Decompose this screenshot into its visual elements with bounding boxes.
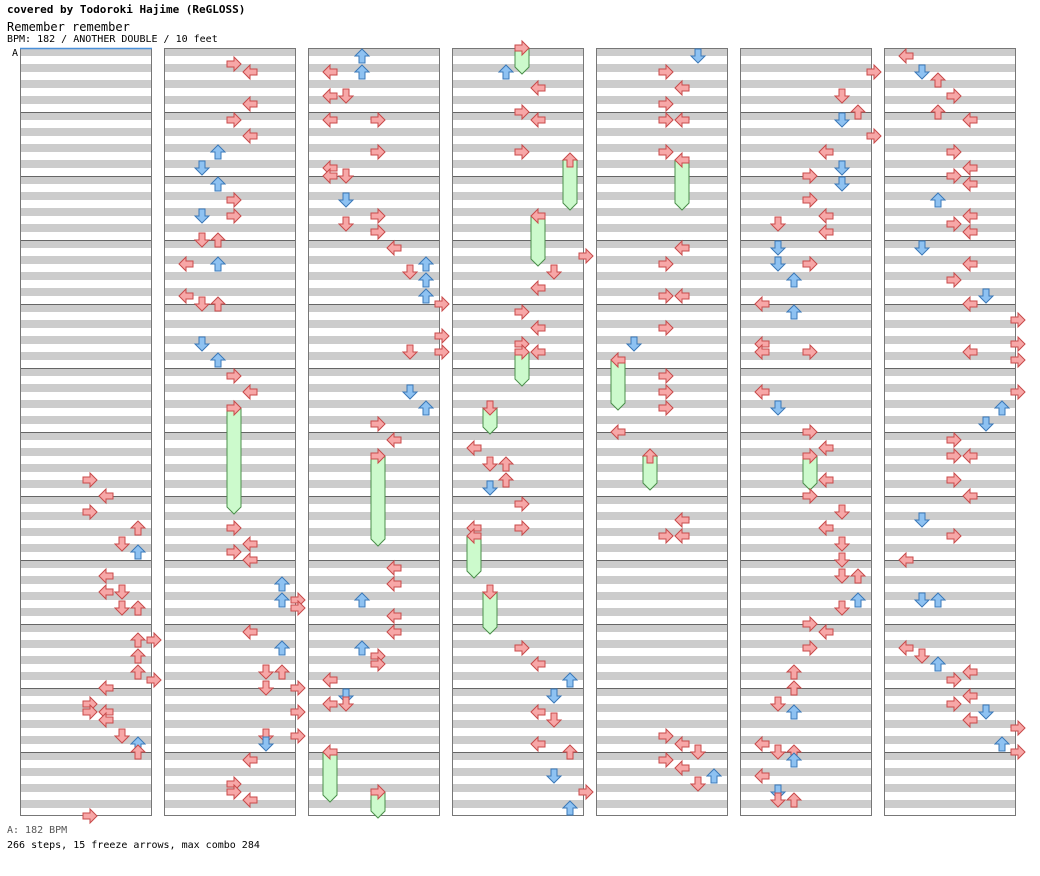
song-title: Remember remember	[7, 20, 130, 34]
freeze-arrow	[370, 455, 386, 547]
chart-column	[20, 48, 152, 816]
lanes	[20, 47, 1016, 816]
bpm-note: A: 182 BPM	[7, 825, 68, 836]
chart-stats: 266 steps, 15 freeze arrows, max combo 2…	[7, 840, 260, 851]
freeze-arrow	[226, 407, 242, 515]
bpm-marker-label: A	[12, 48, 19, 59]
artist-label: covered by Todoroki Hajime (ReGLOSS)	[7, 3, 246, 16]
chart-meta: BPM: 182 / ANOTHER DOUBLE / 10 feet	[7, 34, 218, 45]
chart-column	[884, 48, 1016, 816]
